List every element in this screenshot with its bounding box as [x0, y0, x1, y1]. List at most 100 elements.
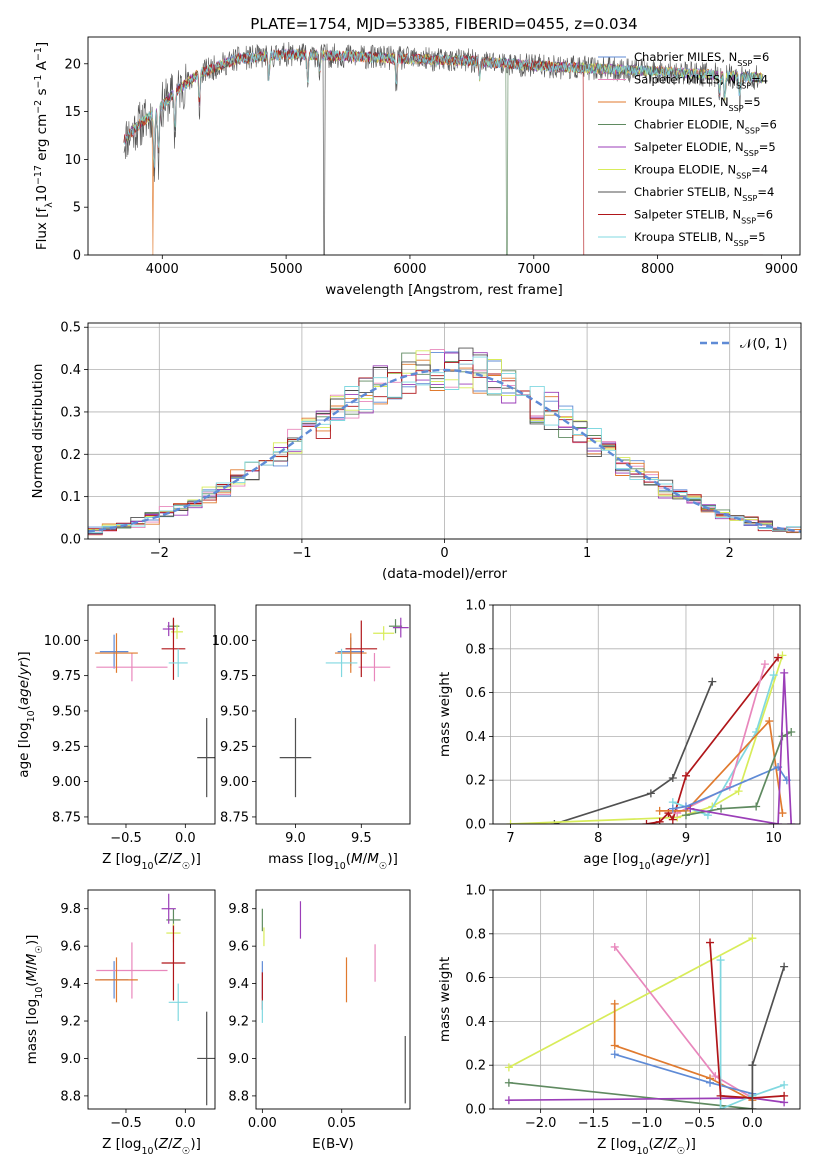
residuals-ylabel: Normed distribution: [30, 364, 46, 499]
massweight_vs_age-ytick-label: 0.0: [465, 818, 486, 833]
residuals-xtick-label: −1: [292, 546, 311, 561]
weight-marker: [787, 820, 796, 824]
spectrum-ytick-label: 5: [73, 201, 81, 216]
massweight_vs_Z-xtick-label: 0.0: [742, 1116, 763, 1131]
massweight_vs_age-frame: [492, 604, 801, 825]
weight-marker: [668, 815, 677, 824]
weight-marker: [716, 956, 725, 965]
massweight_vs_age-xlabel: age [log10(age/yr)]: [583, 851, 709, 872]
spectrum-title: PLATE=1754, MJD=53385, FIBERID=0455, z=0…: [250, 15, 637, 33]
massweight_vs_Z-xtick-label: −2.0: [525, 1116, 557, 1131]
weight-marker: [506, 820, 515, 824]
spectrum-ylabel: Flux [fλ10−17 erg cm−2 s−1 A−1]: [33, 42, 55, 250]
weight-marker: [668, 774, 677, 783]
legend-label: Chabrier STELIB, NSSP=4: [634, 185, 774, 203]
mass_vs_Z-ytick-label: 9.2: [60, 1015, 81, 1030]
spectrum-model-line: [123, 49, 763, 255]
legend-label: Chabrier MILES, NSSP=6: [634, 50, 769, 68]
spectrum-ytick-label: 20: [64, 57, 81, 72]
weight-line: [613, 1003, 753, 1101]
weight-marker: [780, 668, 789, 677]
spectrum-xtick-label: 4000: [146, 262, 179, 277]
age_vs_mass-xtick-label: 9.5: [351, 831, 372, 846]
massweight_vs_age-ytick-label: 0.4: [465, 730, 486, 745]
legend-label: Kroupa MILES, NSSP=5: [634, 95, 761, 113]
age_vs_mass-panel: 9.0 9.5 8.75 9.00 9.25 9.50 9.75 10.00 mass [log…: [212, 604, 411, 872]
massweight_vs_age-xtick-label: 7: [506, 831, 514, 846]
residuals-ytick-label: 0.3: [60, 405, 81, 420]
weight-marker: [780, 962, 789, 971]
massweight_vs_age-xtick-label: 10: [765, 831, 782, 846]
weight-marker: [778, 809, 787, 818]
weight-marker: [734, 787, 743, 796]
age_vs_mass-ytick-label: 9.25: [220, 740, 249, 755]
spectrum-frame: [87, 36, 801, 256]
mass_vs_ebv-frame: [255, 889, 411, 1110]
weight-marker: [610, 942, 619, 951]
residuals-xtick-label: 2: [726, 546, 734, 561]
residuals-legend: 𝒩(0, 1): [700, 337, 787, 352]
weight-marker: [769, 671, 778, 680]
age_vs_Z-ytick-label: 9.50: [52, 704, 81, 719]
massweight_vs_age-xtick-label: 9: [682, 831, 690, 846]
mass_vs_Z-panel: −0.5 0.0 8.8 9.0 9.2 9.4 9.6 9.8 Z [log10(Z/Z☉)]…: [24, 889, 216, 1157]
mass_vs_Z-xtick-label: 0.0: [175, 1116, 196, 1131]
massweight_vs_age-ytick-label: 1.0: [465, 599, 486, 614]
weight-marker: [668, 804, 677, 813]
residuals-ytick-label: 0.0: [60, 533, 81, 548]
mass_vs_ebv-ytick-label: 8.8: [228, 1089, 249, 1104]
legend-label: Salpeter MILES, NSSP=4: [634, 73, 768, 91]
mass_vs_Z-ytick-label: 9.8: [60, 902, 81, 917]
age_vs_Z-frame: [87, 604, 216, 825]
weight-line: [709, 942, 785, 1099]
spectrum-ytick-label: 10: [64, 153, 81, 168]
weight-marker: [681, 802, 690, 811]
age_vs_mass-xtick-label: 9.0: [285, 831, 306, 846]
massweight_vs_age-ylabel: mass weight: [437, 672, 453, 757]
massweight_vs_Z-ytick-label: 0.4: [465, 1015, 486, 1030]
massweight_vs_Z-ytick-label: 0.0: [465, 1103, 486, 1118]
age_vs_Z-xlabel: Z [log10(Z/Z☉)]: [102, 851, 201, 872]
weight-line: [672, 674, 775, 817]
weight-marker: [655, 817, 664, 824]
weight-marker: [778, 651, 787, 660]
weight-line: [508, 1081, 753, 1109]
massweight_vs_Z-ytick-label: 0.2: [465, 1059, 486, 1074]
weight-marker: [706, 1078, 715, 1087]
age_vs_Z-ylabel: age [log10(age/yr)]: [16, 651, 37, 777]
mass_vs_ebv-panel: 0.00 0.05 8.8 9.0 9.2 9.4 9.6 9.8 E(B-V): [228, 889, 411, 1152]
weight-line: [508, 937, 753, 1069]
weight-line: [685, 731, 792, 817]
weight-marker: [681, 811, 690, 820]
weight-marker: [765, 717, 774, 726]
mass_vs_ebv-ytick-label: 9.8: [228, 902, 249, 917]
massweight_vs_age-ytick-label: 0.8: [465, 642, 486, 657]
weight-marker: [716, 1105, 725, 1109]
legend-label: Kroupa STELIB, NSSP=5: [634, 230, 766, 248]
weight-marker: [504, 1096, 513, 1105]
age_vs_Z-ytick-label: 8.75: [52, 810, 81, 825]
massweight_vs_age-panel: 7 8 9 10 0.0 0.2 0.4 0.6 0.8 1.0 age [log10(age/yr…: [437, 599, 801, 872]
massweight_vs_age-ytick-label: 0.2: [465, 774, 486, 789]
weight-marker: [504, 1063, 513, 1072]
weight-marker: [610, 1041, 619, 1050]
legend-label: 𝒩(0, 1): [740, 337, 787, 352]
age_vs_Z-ytick-label: 9.00: [52, 775, 81, 790]
massweight_vs_Z-panel: −2.0 −1.5 −1.0 −0.5 0.0 0.0 0.2 0.4 0.6 0.8 1.0 Z […: [437, 884, 801, 1157]
spectrum-model-line: [123, 48, 764, 167]
residuals-ytick-label: 0.1: [60, 490, 81, 505]
weight-marker: [748, 1105, 757, 1109]
massweight_vs_Z-xtick-label: −1.5: [578, 1116, 610, 1131]
mass_vs_ebv-xtick-label: 0.05: [327, 1116, 356, 1131]
normal-reference-curve: [88, 368, 801, 533]
weight-line: [719, 960, 785, 1109]
weight-marker: [504, 1078, 513, 1087]
residuals-xtick-label: −2: [150, 546, 169, 561]
weight-marker: [787, 728, 796, 737]
mass_vs_Z-frame: [87, 889, 216, 1110]
massweight_vs_Z-frame: [492, 889, 801, 1110]
spectrum-legend: Chabrier MILES, NSSP=6 Salpeter MILES, NS…: [598, 50, 777, 248]
massweight_vs_Z-xtick-label: −1.0: [631, 1116, 663, 1131]
spectrum-xtick-label: 5000: [270, 262, 303, 277]
weight-marker: [760, 660, 769, 669]
